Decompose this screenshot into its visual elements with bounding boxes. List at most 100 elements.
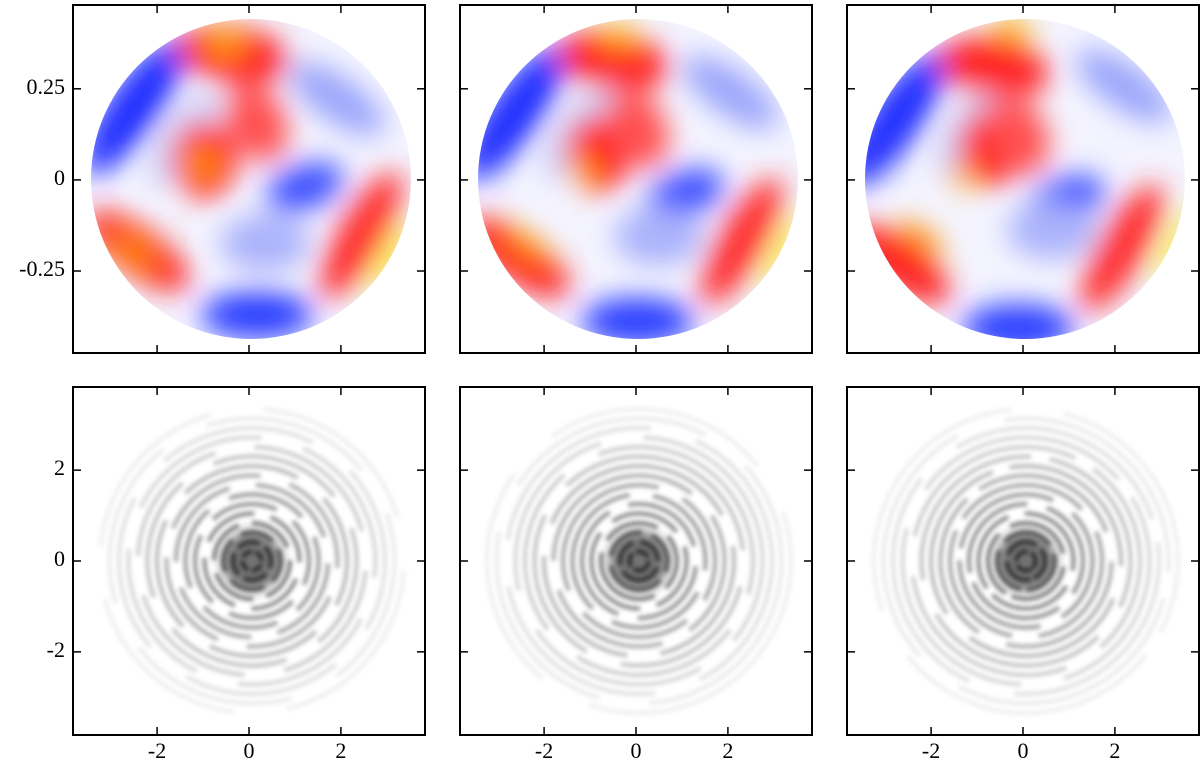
blob [478, 217, 570, 298]
blob [962, 303, 1075, 339]
blob [188, 150, 214, 176]
ring [551, 473, 727, 649]
x-tick-label: -2 [148, 738, 166, 763]
pupil [91, 19, 411, 339]
x-tick-label: 2 [722, 738, 733, 763]
x-tick-label: -2 [535, 738, 553, 763]
ring [484, 406, 794, 716]
ring [598, 520, 680, 602]
y-tick-label: 0 [54, 546, 65, 571]
ring [183, 492, 321, 630]
image-panel [847, 5, 1199, 353]
ring [494, 416, 784, 706]
blob [1076, 49, 1172, 124]
blob [581, 297, 694, 339]
y-tick-label: -0.25 [19, 256, 65, 281]
blobs [865, 19, 1185, 339]
image-panel [847, 387, 1199, 735]
blob [606, 91, 669, 168]
blob [987, 97, 1050, 175]
ring [560, 482, 718, 640]
ring [589, 511, 689, 611]
x-tick-label: 0 [631, 738, 642, 763]
pupil [478, 19, 798, 339]
ring [532, 454, 746, 668]
core [609, 531, 669, 591]
ring [513, 435, 765, 687]
ring [938, 473, 1114, 649]
blob [865, 52, 946, 187]
image-panel [73, 387, 425, 735]
ring [97, 406, 407, 716]
blob [225, 84, 289, 162]
ring [135, 444, 369, 678]
ring [192, 501, 312, 621]
ring [202, 511, 302, 611]
ring [947, 482, 1105, 640]
blob [205, 31, 245, 55]
blobs [478, 25, 798, 339]
blob [682, 55, 779, 130]
blob [289, 62, 385, 136]
ring [909, 444, 1143, 678]
blob [110, 233, 157, 269]
blob [1081, 184, 1164, 312]
ring [985, 520, 1067, 602]
ring [154, 463, 350, 659]
x-tick-label: 2 [335, 738, 346, 763]
ring [116, 425, 388, 697]
blob [177, 24, 289, 85]
image-panel [460, 5, 812, 353]
core [222, 531, 282, 591]
ring [579, 501, 699, 621]
y-tick-label: -2 [47, 637, 65, 662]
ring [173, 482, 331, 640]
ring [541, 463, 737, 659]
psf [484, 406, 794, 716]
x-tick-label: 2 [1109, 738, 1120, 763]
blob [613, 207, 704, 266]
core [996, 531, 1056, 591]
ring [107, 416, 397, 706]
blob [1007, 201, 1097, 259]
blob [266, 161, 344, 213]
blob [568, 156, 595, 183]
ring [145, 454, 359, 668]
blob [897, 220, 944, 256]
ring [957, 492, 1095, 630]
ring [928, 463, 1124, 659]
pupil [865, 19, 1185, 339]
blobs [91, 24, 409, 339]
ring [890, 425, 1162, 697]
ring [164, 473, 340, 649]
x-tick-label: -2 [922, 738, 940, 763]
blob [599, 25, 638, 49]
ring [570, 492, 708, 630]
blob [320, 171, 402, 299]
blob [647, 168, 724, 219]
image-panel [73, 5, 425, 353]
x-tick-label: 0 [244, 738, 255, 763]
blob [992, 19, 1031, 42]
ring [871, 406, 1181, 716]
blob [938, 37, 1050, 97]
blob [478, 46, 565, 181]
y-tick-label: 0.25 [27, 74, 66, 99]
blob [504, 227, 551, 263]
y-tick-label: 2 [54, 455, 65, 480]
x-tick-label: 0 [1018, 738, 1029, 763]
ring [966, 501, 1086, 621]
blob [558, 30, 669, 91]
ring [503, 425, 775, 697]
blob [700, 178, 783, 305]
ring [881, 416, 1171, 706]
ring [126, 435, 378, 687]
blob [220, 214, 310, 272]
blob [949, 163, 975, 189]
blob [201, 291, 313, 339]
ring [522, 444, 756, 678]
blob [91, 39, 185, 175]
image-panel [460, 387, 812, 735]
